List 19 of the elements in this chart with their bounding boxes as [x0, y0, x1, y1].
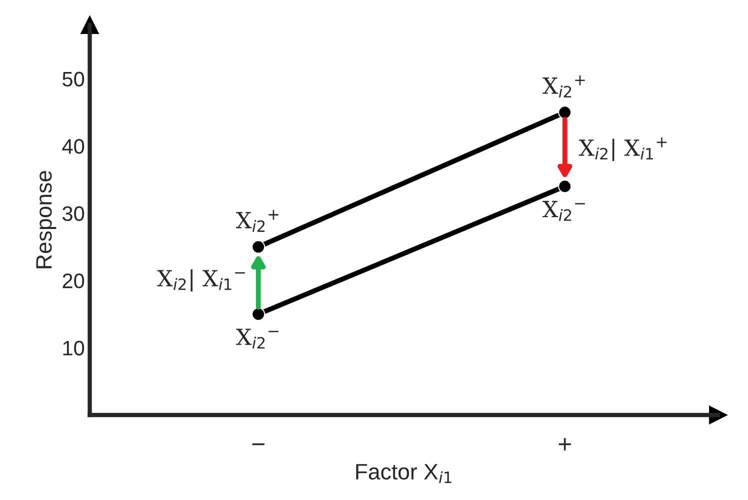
annotation: X$_{i2}$| X$_{i1}$$^{−}$	[157, 269, 245, 292]
x-axis-title: Factor X$_{i1}$	[356, 464, 452, 484]
y-tick-label: 40	[62, 139, 84, 154]
annotation: X$_{i2}$$^{+}$	[542, 75, 585, 98]
point	[558, 180, 572, 194]
x-tick-label: −	[252, 443, 264, 446]
annotation: X$_{i2}$$^{−}$	[236, 328, 278, 349]
y-tick-label: 30	[62, 206, 84, 222]
point	[558, 106, 572, 120]
annotation: X$_{i2}$$^{+}$	[236, 210, 278, 232]
y-tick-label: 10	[63, 340, 84, 356]
y-tick-label: 50	[62, 72, 84, 87]
annotation: X$_{i2}$$^{−}$	[542, 200, 585, 221]
point	[252, 240, 266, 254]
x-tick-label: +	[558, 438, 571, 450]
annotation: X$_{i2}$| X$_{i1}$$^{+}$	[578, 138, 667, 162]
point	[252, 307, 266, 321]
y-axis-title: Response	[36, 170, 56, 268]
y-tick-label: 20	[62, 274, 84, 288]
